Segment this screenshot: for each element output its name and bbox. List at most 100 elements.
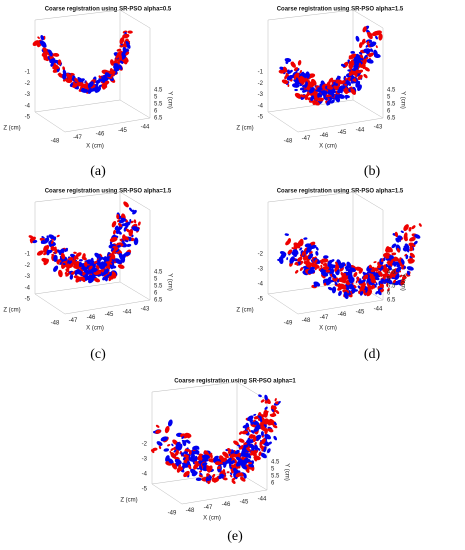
y-tick-label: 5 <box>154 277 158 283</box>
point-patch <box>362 274 369 281</box>
point-patch <box>246 447 251 452</box>
point-patch <box>281 79 289 84</box>
x-tick-label: -45 <box>105 312 114 318</box>
point-patch <box>42 47 48 52</box>
point-patch <box>394 231 399 238</box>
point-patch <box>348 71 354 77</box>
point-patch <box>186 439 191 444</box>
point-patch <box>84 261 88 267</box>
x-tick-label: -45 <box>240 499 249 505</box>
point-patch <box>315 251 319 256</box>
z-tick-label: -4 <box>258 282 264 288</box>
point-patch <box>396 247 401 253</box>
y-tick-label: 4.5 <box>154 270 163 276</box>
x-tick-label: -47 <box>204 505 213 511</box>
point-patch <box>287 238 292 244</box>
point-patch <box>321 271 326 275</box>
point-patch <box>406 270 411 276</box>
point-patch <box>297 256 303 262</box>
point-patch <box>104 275 108 282</box>
point-patch <box>327 286 333 291</box>
point-patch <box>36 250 44 256</box>
point-patch <box>223 471 226 476</box>
point-patch <box>297 60 302 66</box>
point-patch <box>315 246 319 251</box>
point-patch <box>362 40 365 45</box>
point-patch <box>137 221 141 226</box>
point-patch <box>349 267 357 273</box>
point-patch <box>173 449 177 453</box>
point-patch <box>264 394 268 401</box>
point-patch <box>385 263 389 268</box>
point-patch <box>305 263 312 268</box>
point-patch <box>373 261 377 264</box>
point-patch <box>201 462 208 466</box>
point-patch <box>94 252 101 259</box>
point-patch <box>383 257 386 262</box>
point-patch <box>372 267 378 272</box>
point-patch <box>250 445 255 451</box>
point-patch <box>345 264 350 270</box>
point-patch <box>245 422 250 429</box>
point-patch <box>226 457 232 463</box>
point-patch <box>326 100 332 106</box>
point-patch <box>356 83 360 87</box>
point-patch <box>223 462 227 468</box>
point-patch <box>273 421 277 426</box>
y-tick-label: 5.5 <box>154 284 163 290</box>
point-patch <box>222 451 229 458</box>
point-patch <box>403 224 409 232</box>
axis-box <box>34 20 151 133</box>
point-patch <box>406 266 414 271</box>
point-patch <box>337 279 340 283</box>
point-patch <box>212 473 216 478</box>
point-patch <box>223 468 226 473</box>
point-patch <box>396 235 403 239</box>
point-patch <box>356 276 360 282</box>
point-patch <box>260 399 265 403</box>
point-patch <box>247 439 255 444</box>
y-tick-label: 5.5 <box>154 102 163 108</box>
point-patch <box>290 61 296 68</box>
point-patch <box>126 43 131 49</box>
point-patch <box>331 273 337 279</box>
point-patch <box>163 448 170 452</box>
point-patch <box>155 429 162 434</box>
point-patch <box>362 58 367 65</box>
point-patch <box>387 288 390 292</box>
z-tick-label: -2 <box>142 442 148 448</box>
point-patch <box>317 92 321 98</box>
point-patch <box>295 262 299 266</box>
point-patch <box>78 262 83 268</box>
point-patch <box>125 228 130 233</box>
point-patch <box>132 209 137 215</box>
x-tick-label: -43 <box>141 307 150 313</box>
point-patch <box>342 289 350 294</box>
point-patch <box>85 81 88 85</box>
y-tick-label: 6.5 <box>387 298 396 304</box>
point-patch <box>364 49 369 55</box>
y-tick-label: 6 <box>154 291 158 297</box>
point-patch <box>81 256 87 261</box>
point-patch <box>299 238 304 247</box>
z-tick-label: -4 <box>258 103 264 109</box>
point-patch <box>269 421 274 426</box>
axis-box <box>352 191 384 211</box>
axis-box <box>34 191 121 203</box>
x-tick-label: -44 <box>374 307 383 313</box>
point-patch <box>198 474 203 478</box>
point-patch <box>402 276 407 280</box>
point-patch <box>378 33 383 41</box>
point-patch <box>365 44 368 48</box>
point-patch <box>350 50 355 54</box>
point-patch <box>263 418 269 422</box>
axis-box <box>119 9 151 29</box>
point-patch <box>117 264 125 269</box>
point-patch <box>119 60 124 64</box>
point-patch <box>260 438 266 445</box>
point-patch <box>284 233 289 236</box>
point-patch <box>301 251 305 256</box>
point-patch <box>383 278 391 284</box>
point-patch <box>122 33 130 39</box>
point-patch <box>110 252 116 260</box>
